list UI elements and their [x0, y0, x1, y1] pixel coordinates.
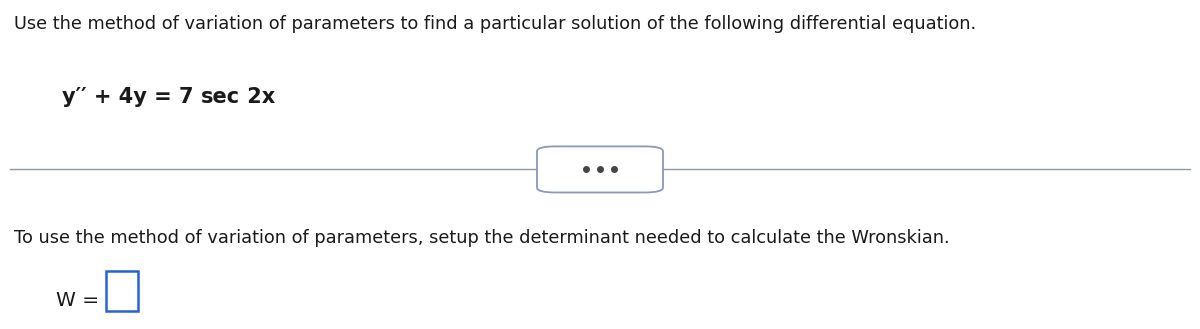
- Text: To use the method of variation of parameters, setup the determinant needed to ca: To use the method of variation of parame…: [14, 229, 950, 247]
- Text: sec: sec: [202, 87, 240, 107]
- Text: 2x: 2x: [240, 87, 276, 107]
- Text: y′′ + 4y = 7: y′′ + 4y = 7: [62, 87, 202, 107]
- Text: W =: W =: [56, 291, 106, 310]
- FancyBboxPatch shape: [538, 146, 662, 192]
- Text: Use the method of variation of parameters to find a particular solution of the f: Use the method of variation of parameter…: [14, 15, 977, 33]
- FancyBboxPatch shape: [106, 271, 138, 311]
